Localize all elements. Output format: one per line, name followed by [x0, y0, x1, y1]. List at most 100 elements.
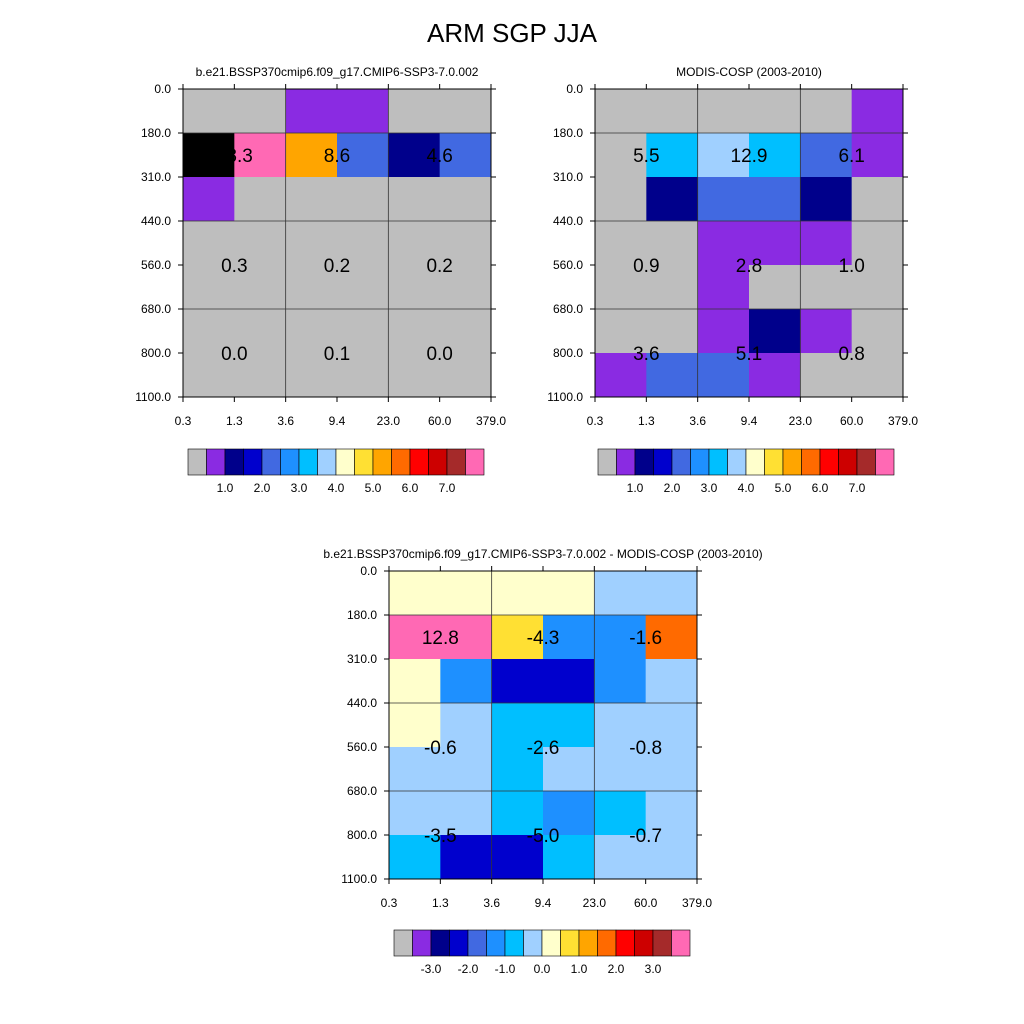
colorbar-swatch	[206, 448, 226, 476]
heatmap-cell	[595, 221, 647, 266]
y-tick-label: 180.0	[553, 126, 583, 140]
heatmap-cell	[749, 89, 801, 134]
colorbar-swatch	[838, 448, 858, 476]
heatmap-cell	[851, 133, 904, 178]
heatmap-cell	[337, 133, 389, 178]
colorbar-swatch	[653, 448, 673, 476]
x-tick-label: 23.0	[583, 896, 607, 910]
colorbar-tick-label: 4.0	[738, 481, 755, 495]
panel-title: b.e21.BSSP370cmip6.f09_g17.CMIP6-SSP3-7.…	[196, 65, 479, 79]
x-tick-label: 3.6	[689, 414, 706, 428]
heatmap-cell	[440, 835, 493, 880]
colorbar-swatch	[856, 448, 876, 476]
block-value-label: 4.6	[426, 146, 452, 167]
heatmap-cell	[337, 221, 389, 266]
heatmap-cell	[543, 835, 595, 880]
block-value-label: 5.5	[633, 146, 659, 167]
x-tick-label: 60.0	[428, 414, 452, 428]
block-value-label: -0.7	[629, 826, 662, 847]
heatmap-cell	[543, 747, 595, 792]
heatmap-cell	[491, 747, 544, 792]
heatmap-cell	[697, 265, 750, 310]
heatmap-cell	[183, 353, 235, 398]
heatmap-cell	[646, 265, 699, 310]
y-tick-label: 440.0	[141, 214, 171, 228]
heatmap-cell	[183, 133, 235, 178]
heatmap-cell	[285, 133, 338, 178]
colorbar-tick-label: 7.0	[849, 481, 866, 495]
x-tick-label: 60.0	[634, 896, 658, 910]
heatmap-cell	[388, 177, 441, 222]
heatmap-cell	[439, 221, 492, 266]
y-tick-label: 180.0	[347, 608, 377, 622]
heatmap-cell	[285, 177, 338, 222]
heatmap-cell	[749, 133, 801, 178]
block-value-label: 0.2	[324, 256, 350, 277]
heatmap-cell	[645, 659, 698, 704]
colorbar-swatch	[430, 929, 450, 957]
heatmap-cell	[285, 221, 338, 266]
heatmap-cell	[234, 309, 287, 354]
heatmap-cell	[697, 177, 750, 222]
colorbar-tick-label: 3.0	[701, 481, 718, 495]
y-tick-label: 310.0	[553, 170, 583, 184]
heatmap-cell	[697, 133, 750, 178]
heatmap-cell	[543, 659, 595, 704]
heatmap-cell	[439, 177, 492, 222]
heatmap-cell	[645, 791, 698, 836]
heatmap-cell	[594, 571, 647, 616]
heatmap-cell	[851, 89, 904, 134]
y-tick-label: 680.0	[553, 302, 583, 316]
colorbar-swatch	[560, 929, 580, 957]
colorbar-swatch	[335, 448, 355, 476]
heatmap-cell	[645, 703, 698, 748]
colorbar-tick-label: 4.0	[328, 481, 345, 495]
heatmap-cell	[594, 615, 647, 660]
heatmap-cell	[389, 659, 441, 704]
y-tick-label: 310.0	[347, 652, 377, 666]
block-value-label: -3.5	[424, 826, 457, 847]
colorbar-swatch	[745, 448, 765, 476]
colorbar-swatch	[616, 448, 636, 476]
colorbar-tick-label: 3.0	[645, 962, 662, 976]
heatmap-cell	[388, 89, 441, 134]
heatmap-cell	[491, 791, 544, 836]
y-tick-label: 180.0	[141, 126, 171, 140]
heatmap-cell	[543, 703, 595, 748]
heatmap-cell	[646, 221, 699, 266]
heatmap-cell	[389, 747, 441, 792]
heatmap-cell	[851, 221, 904, 266]
heatmap-cell	[594, 659, 647, 704]
heatmap-cell	[543, 791, 595, 836]
heatmap-cell	[595, 133, 647, 178]
heatmap-cell	[183, 265, 235, 310]
block-value-label: 0.1	[324, 344, 350, 365]
heatmap-cell	[439, 309, 492, 354]
heatmap-cell	[800, 89, 853, 134]
colorbar-tick-label: 0.0	[534, 962, 551, 976]
x-tick-label: 379.0	[888, 414, 918, 428]
block-value-label: 12.9	[731, 146, 768, 167]
heatmap-cell	[337, 265, 389, 310]
colorbar-tick-label: 2.0	[254, 481, 271, 495]
colorbar-tick-label: 2.0	[608, 962, 625, 976]
heatmap-cell	[697, 353, 750, 398]
figure-title: ARM SGP JJA	[426, 18, 597, 48]
block-value-label: 6.1	[838, 146, 864, 167]
heatmap-cell	[800, 309, 853, 354]
colorbar-swatch	[801, 448, 821, 476]
heatmap-cell	[389, 615, 441, 660]
heatmap-cell	[388, 353, 441, 398]
heatmap-cell	[491, 835, 544, 880]
y-tick-label: 1100.0	[341, 872, 377, 886]
colorbar-swatch	[486, 929, 506, 957]
y-tick-label: 0.0	[360, 564, 377, 578]
heatmap-cell	[800, 177, 853, 222]
colorbar-swatch	[634, 929, 654, 957]
block-value-label: -1.6	[629, 628, 662, 649]
y-tick-label: 680.0	[141, 302, 171, 316]
heatmap-cell	[851, 265, 904, 310]
heatmap-cell	[697, 89, 750, 134]
heatmap-cell	[595, 177, 647, 222]
heatmap-cell	[851, 353, 904, 398]
